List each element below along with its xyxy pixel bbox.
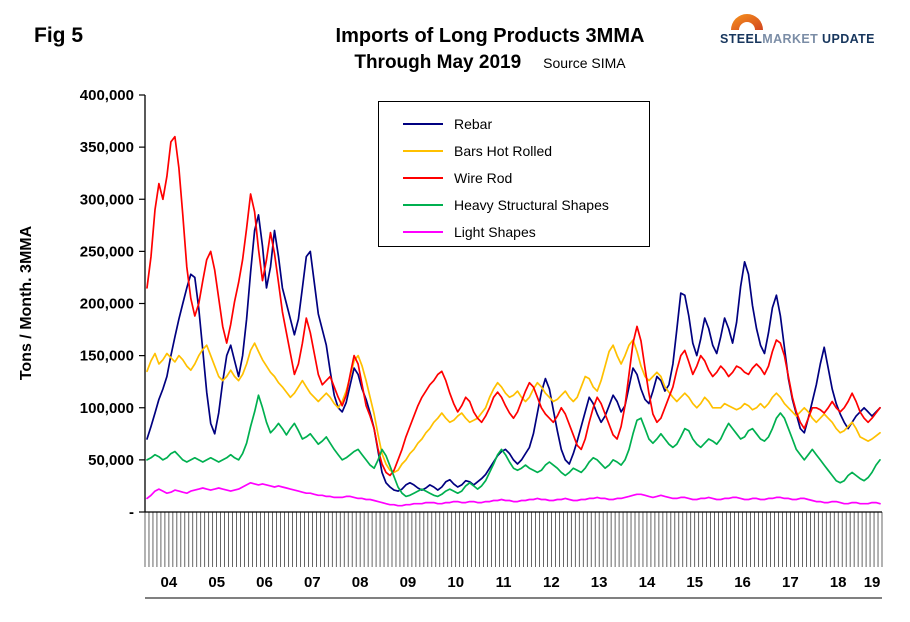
svg-text:200,000: 200,000 bbox=[80, 296, 134, 313]
svg-text:400,000: 400,000 bbox=[80, 87, 134, 104]
svg-text:18: 18 bbox=[830, 574, 847, 591]
legend-item-heavy-structural-shapes: Heavy Structural Shapes bbox=[379, 191, 649, 218]
series-line-wire-rod bbox=[146, 135, 881, 477]
page-title: Imports of Long Products 3MMA bbox=[335, 25, 645, 47]
svg-text:10: 10 bbox=[447, 574, 464, 591]
series-line-bars-hot-rolled bbox=[146, 339, 881, 474]
legend-line-sample bbox=[403, 176, 443, 179]
svg-text:17: 17 bbox=[782, 574, 799, 591]
svg-text:250,000: 250,000 bbox=[80, 243, 134, 260]
source-label: Source SIMA bbox=[543, 55, 626, 71]
legend-item-light-shapes: Light Shapes bbox=[379, 218, 649, 245]
svg-text:19: 19 bbox=[864, 574, 881, 591]
fig-label: Fig 5 bbox=[34, 24, 84, 47]
svg-text:13: 13 bbox=[591, 574, 608, 591]
legend-item-wire-rod: Wire Rod bbox=[379, 164, 649, 191]
series-line-heavy-structural-shapes bbox=[146, 394, 881, 498]
legend-label: Rebar bbox=[454, 115, 493, 132]
legend-line-sample bbox=[403, 122, 443, 125]
svg-text:150,000: 150,000 bbox=[80, 348, 134, 365]
svg-text:300,000: 300,000 bbox=[80, 191, 134, 208]
svg-text:14: 14 bbox=[639, 574, 656, 591]
chart-subtitle: Through May 2019 bbox=[354, 52, 522, 73]
logo-word-market: MARKET bbox=[762, 32, 819, 46]
svg-text:09: 09 bbox=[400, 574, 417, 591]
legend-label: Bars Hot Rolled bbox=[454, 142, 553, 159]
legend-item-bars-hot-rolled: Bars Hot Rolled bbox=[379, 137, 649, 164]
subtitle-row: Through May 2019 Source SIMA bbox=[80, 50, 900, 77]
legend: Rebar Bars Hot Rolled Wire Rod Heavy Str… bbox=[378, 101, 650, 247]
logo-word-update: UPDATE bbox=[822, 32, 875, 46]
svg-text:08: 08 bbox=[352, 574, 369, 591]
legend-label: Heavy Structural Shapes bbox=[454, 196, 609, 213]
svg-text:100,000: 100,000 bbox=[80, 400, 134, 417]
legend-item-rebar: Rebar bbox=[379, 110, 649, 137]
logo-word-steel: STEEL bbox=[720, 32, 763, 46]
svg-text:07: 07 bbox=[304, 574, 321, 591]
legend-label: Wire Rod bbox=[454, 169, 513, 186]
svg-text:-: - bbox=[129, 504, 134, 521]
month-tick-marks bbox=[144, 512, 883, 567]
svg-text:04: 04 bbox=[161, 574, 178, 591]
svg-text:06: 06 bbox=[256, 574, 273, 591]
svg-text:350,000: 350,000 bbox=[80, 139, 134, 156]
series-line-rebar bbox=[146, 214, 881, 492]
svg-text:16: 16 bbox=[734, 574, 751, 591]
legend-line-sample bbox=[403, 230, 443, 233]
y-axis-labels: 400,000 350,000 300,000 250,000 200,000 150,0… bbox=[80, 87, 145, 521]
legend-label: Light Shapes bbox=[454, 223, 536, 240]
series-line-light-shapes bbox=[146, 481, 881, 507]
steel-market-update-logo: STEELMARKET UPDATE bbox=[720, 12, 875, 48]
svg-text:15: 15 bbox=[686, 574, 703, 591]
smu-logo-text: STEELMARKET UPDATE bbox=[720, 32, 875, 46]
svg-text:12: 12 bbox=[543, 574, 560, 591]
chart-title-block: Imports of Long Products 3MMA Through Ma… bbox=[80, 22, 900, 77]
smu-sunrise-arc-icon bbox=[731, 14, 763, 30]
svg-text:05: 05 bbox=[208, 574, 225, 591]
svg-text:50,000: 50,000 bbox=[88, 452, 134, 469]
x-axis-year-labels: 04 05 06 07 08 09 10 11 12 13 14 15 16 17 18 19 bbox=[161, 574, 881, 591]
legend-line-sample bbox=[403, 149, 443, 152]
svg-text:11: 11 bbox=[496, 574, 512, 591]
legend-line-sample bbox=[403, 203, 443, 206]
